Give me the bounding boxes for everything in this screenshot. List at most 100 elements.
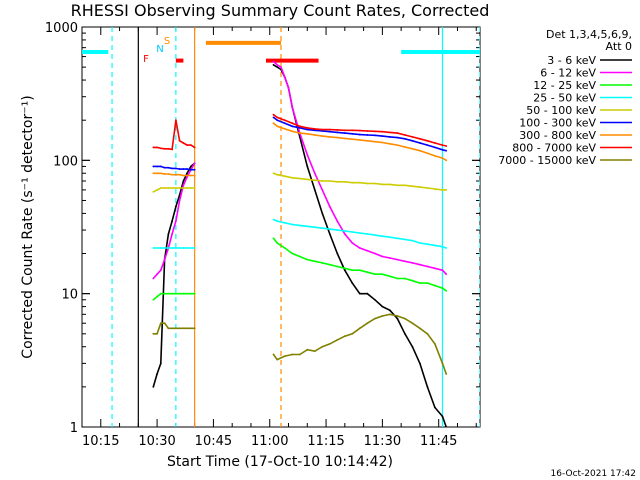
series-line <box>153 120 196 151</box>
data-point <box>411 185 414 188</box>
data-point <box>381 183 384 186</box>
data-point <box>373 234 376 236</box>
data-point <box>182 184 185 187</box>
data-point <box>182 292 185 295</box>
data-point <box>411 345 414 348</box>
data-point <box>343 335 346 338</box>
x-tick-label: 10:15 <box>82 434 119 449</box>
data-point <box>373 134 376 137</box>
data-point <box>283 221 286 224</box>
data-point <box>441 362 444 365</box>
data-point <box>411 135 414 138</box>
data-point <box>388 275 391 278</box>
data-point <box>276 358 279 361</box>
data-point <box>358 327 361 330</box>
data-point <box>434 267 436 270</box>
data-point <box>411 262 414 264</box>
data-point <box>272 63 275 66</box>
series-line <box>272 122 447 161</box>
data-point <box>193 162 196 165</box>
data-point <box>351 132 354 135</box>
data-point <box>291 130 294 133</box>
data-point <box>174 220 177 223</box>
data-point <box>178 247 181 249</box>
data-point <box>189 168 192 171</box>
data-point <box>328 205 331 208</box>
data-point <box>396 315 399 317</box>
data-point <box>291 353 294 356</box>
data-point <box>163 147 166 150</box>
data-point <box>306 178 309 181</box>
data-point <box>193 174 196 177</box>
data-point <box>174 327 177 330</box>
data-point <box>373 140 376 143</box>
data-point <box>388 135 391 138</box>
data-point <box>159 165 162 168</box>
data-point <box>178 173 181 176</box>
data-point <box>336 136 339 139</box>
data-point <box>313 134 316 136</box>
data-point <box>159 362 162 365</box>
data-point <box>167 147 170 150</box>
data-point <box>411 147 414 150</box>
data-point <box>171 292 174 295</box>
data-point <box>381 315 384 317</box>
data-point <box>186 176 189 178</box>
data-point <box>193 292 196 295</box>
data-point <box>152 298 155 301</box>
series-line <box>153 165 195 171</box>
data-point <box>445 159 448 162</box>
data-point <box>441 189 444 191</box>
data-point <box>313 128 316 130</box>
data-point <box>321 135 324 137</box>
data-point <box>152 190 155 193</box>
data-point <box>272 113 275 116</box>
data-point <box>336 180 339 183</box>
data-point <box>174 167 177 170</box>
legend-entry-label: 300 - 800 keV <box>519 129 596 142</box>
data-point <box>276 220 279 223</box>
data-point <box>152 277 155 280</box>
data-point <box>189 187 192 189</box>
data-point <box>186 144 189 147</box>
data-point <box>411 279 414 282</box>
data-point <box>404 146 406 148</box>
data-point <box>381 255 384 258</box>
data-point <box>351 269 354 272</box>
data-point <box>313 350 316 353</box>
data-point <box>306 225 309 228</box>
data-point <box>186 247 189 249</box>
data-point <box>182 187 185 189</box>
data-point <box>321 262 324 264</box>
data-point <box>328 228 331 230</box>
data-point <box>396 258 399 261</box>
data-point <box>283 122 286 125</box>
data-point <box>358 292 361 295</box>
data-point <box>404 317 406 320</box>
data-point <box>366 182 369 185</box>
data-point <box>404 277 406 280</box>
legend-entry-label: 7000 - 15000 keV <box>498 154 596 167</box>
data-point <box>321 345 324 348</box>
data-point <box>186 292 189 295</box>
data-point <box>426 243 429 246</box>
data-point <box>182 174 185 177</box>
data-point <box>426 187 429 189</box>
data-point <box>276 119 279 122</box>
data-point <box>276 116 279 119</box>
data-point <box>441 415 444 418</box>
data-point <box>152 146 155 149</box>
data-point <box>182 247 185 249</box>
data-point <box>445 373 448 375</box>
data-point <box>163 247 166 249</box>
data-point <box>366 233 369 235</box>
data-point <box>396 184 399 187</box>
data-point <box>445 426 448 427</box>
data-point <box>358 232 361 234</box>
data-point <box>328 128 331 131</box>
data-point <box>163 166 166 169</box>
data-point <box>174 119 177 122</box>
data-point <box>313 179 316 182</box>
data-point <box>291 122 294 125</box>
x-tick-label: 11:30 <box>364 434 401 449</box>
